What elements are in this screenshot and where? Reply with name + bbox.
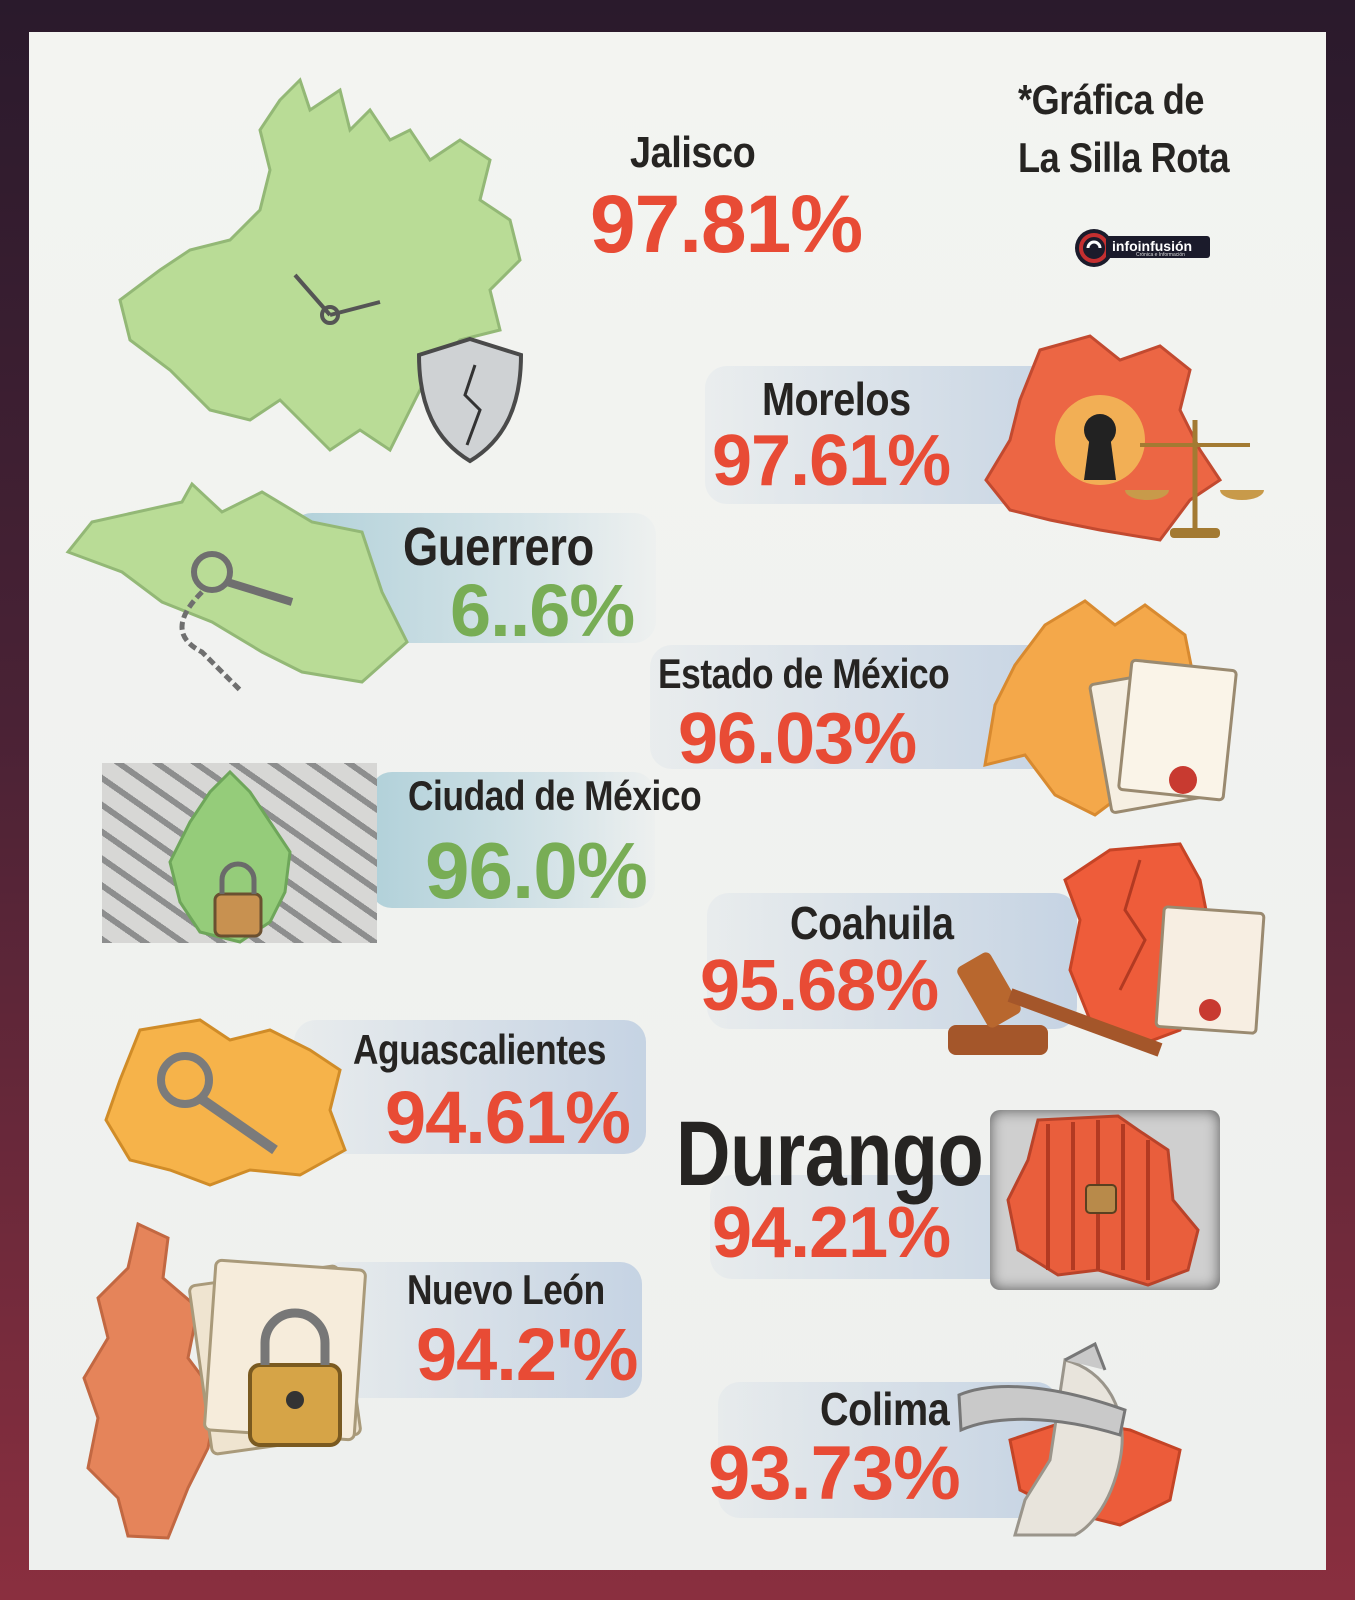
band-ciudad-de-mexico bbox=[370, 772, 655, 908]
state-value-durango: 94.21% bbox=[712, 1193, 951, 1273]
infoinfusion-logo: infoinfusión Crónica e Información bbox=[1074, 229, 1210, 267]
padlock-papers-icon bbox=[188, 1258, 367, 1456]
state-name-coahuila: Coahuila bbox=[790, 897, 954, 949]
band-nuevo-leon bbox=[320, 1262, 642, 1398]
credit-line-1: *Gráfica de bbox=[1018, 76, 1205, 123]
state-value-colima: 93.73% bbox=[708, 1431, 961, 1516]
credit-line-2: La Silla Rota bbox=[1018, 134, 1230, 181]
state-name-estado-de-mexico: Estado de México bbox=[658, 650, 950, 697]
morelos-map-icon bbox=[984, 334, 1264, 542]
state-value-nuevo-leon: 94.2'% bbox=[416, 1313, 638, 1396]
estado-de-mexico-map-icon bbox=[983, 599, 1238, 817]
state-value-morelos: 97.61% bbox=[712, 421, 951, 501]
state-name-morelos: Morelos bbox=[762, 373, 911, 425]
state-value-guerrero: 6..6% bbox=[450, 569, 635, 652]
cracked-shield-icon bbox=[416, 336, 524, 464]
state-name-durango: Durango bbox=[676, 1103, 984, 1205]
state-name-ciudad-de-mexico: Ciudad de México bbox=[408, 772, 702, 819]
state-value-aguascalientes: 94.61% bbox=[385, 1076, 631, 1159]
ciudad-de-mexico-map-icon bbox=[168, 769, 292, 944]
aguascalientes-map-icon bbox=[104, 1018, 347, 1187]
state-name-aguascalientes: Aguascalientes bbox=[353, 1026, 606, 1073]
state-name-colima: Colima bbox=[820, 1383, 950, 1435]
state-name-guerrero: Guerrero bbox=[403, 517, 594, 577]
logo-tagline: Crónica e Información bbox=[1136, 252, 1185, 258]
state-value-jalisco: 97.81% bbox=[590, 179, 863, 270]
logo-name: infoinfusión bbox=[1112, 238, 1193, 254]
state-value-estado-de-mexico: 96.03% bbox=[678, 699, 917, 779]
state-name-nuevo-leon: Nuevo León bbox=[407, 1266, 605, 1313]
state-value-coahuila: 95.68% bbox=[700, 946, 939, 1026]
state-name-jalisco: Jalisco bbox=[630, 128, 756, 177]
guerrero-map-icon bbox=[65, 481, 409, 694]
durango-map-icon bbox=[1006, 1114, 1200, 1287]
blindfold-justice-icon bbox=[957, 1341, 1127, 1537]
coahuila-map-icon bbox=[1063, 842, 1266, 1047]
state-value-ciudad-de-mexico: 96.0% bbox=[425, 826, 648, 915]
band-aguascalientes bbox=[294, 1020, 646, 1154]
gavel-icon bbox=[948, 952, 1163, 1057]
